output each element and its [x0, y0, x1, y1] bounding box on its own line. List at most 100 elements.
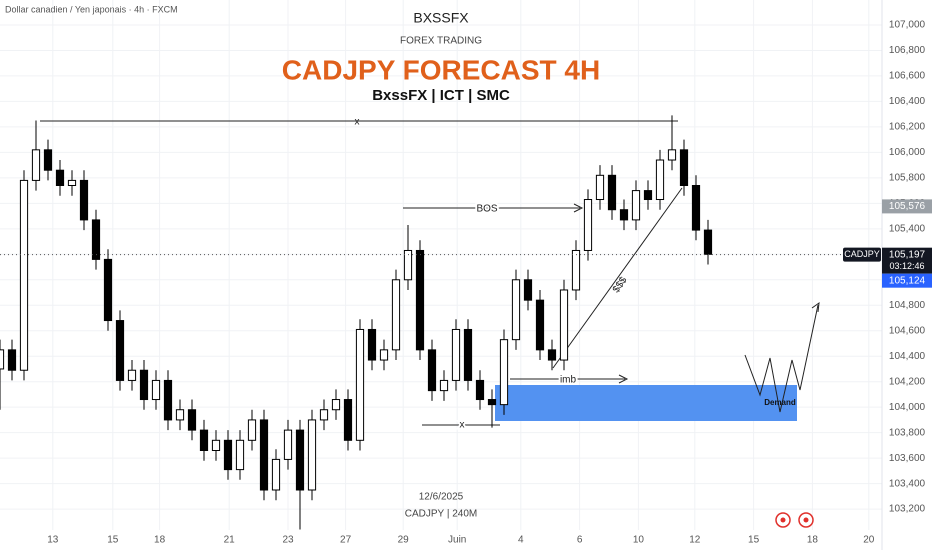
candle-body — [55, 169, 65, 186]
candle-body — [67, 179, 77, 186]
candle-body — [43, 149, 53, 171]
candle-body — [295, 429, 305, 491]
candle-body — [487, 399, 497, 406]
candle-body — [439, 379, 449, 392]
annotation: x — [355, 117, 360, 128]
x-tick-label: 12 — [689, 535, 701, 546]
x-tick-label: Juin — [448, 535, 466, 546]
x-tick-label: 29 — [398, 535, 410, 546]
candle-body — [307, 419, 317, 491]
y-tick-label: 104,400 — [889, 351, 926, 362]
projection-path — [744, 304, 819, 413]
candle-body — [355, 328, 365, 441]
candle-body — [79, 179, 89, 221]
annotation: x — [460, 420, 465, 431]
candle-body — [451, 328, 461, 381]
candle-body — [583, 199, 593, 251]
candle-body — [127, 369, 137, 381]
annotation: BOS — [476, 204, 497, 215]
y-tick-label: 105,400 — [889, 223, 926, 234]
y-tick-label: 106,400 — [889, 96, 926, 107]
candle-body — [163, 379, 173, 421]
candle-body — [331, 399, 341, 411]
candle-body — [115, 320, 125, 381]
candle-body — [547, 349, 557, 361]
candle-body — [343, 399, 353, 441]
candle-body — [0, 349, 5, 370]
candles — [0, 115, 713, 530]
candle-body — [655, 159, 665, 201]
y-tick-label: 106,000 — [889, 147, 926, 158]
x-tick-label: 4 — [518, 535, 524, 546]
x-tick-label: 20 — [863, 535, 875, 546]
candle-body — [139, 369, 149, 401]
x-tick-label: 18 — [154, 535, 166, 546]
price-badge: 105,197 — [889, 249, 926, 260]
target-icons — [775, 512, 814, 528]
y-tick-label: 104,600 — [889, 325, 926, 336]
symbol-badge-bg — [843, 247, 881, 262]
candle-body — [619, 209, 629, 221]
candle-body — [595, 174, 605, 201]
y-tick-label: 105,800 — [889, 172, 926, 183]
price-badge-bg — [882, 247, 932, 274]
candle-body — [379, 349, 389, 361]
symbol-badge: CADJPY — [844, 249, 880, 259]
candle-body — [691, 185, 701, 231]
candle-body — [499, 339, 509, 406]
candle-body — [199, 429, 209, 452]
x-tick-label: 27 — [340, 535, 352, 546]
chart-title: CADJPY FORECAST 4H — [282, 54, 600, 85]
candle-body — [283, 429, 293, 460]
candle-body — [571, 249, 581, 291]
y-tick-label: 106,800 — [889, 45, 926, 56]
candle-body — [91, 219, 101, 260]
candle-body — [535, 299, 545, 351]
arrow-head — [618, 374, 629, 384]
y-tick-label: 106,200 — [889, 122, 926, 133]
x-tick-label: 13 — [47, 535, 59, 546]
watermark-date: 12/6/2025 — [419, 492, 464, 503]
candle-body — [463, 328, 473, 381]
drawings — [40, 120, 820, 426]
candle-body — [235, 439, 245, 471]
symbol-description: Dollar canadien / Yen japonais · 4h · FX… — [5, 4, 178, 14]
candle-body — [151, 379, 161, 401]
candle-body — [559, 289, 569, 361]
candle-body — [259, 419, 269, 491]
x-tick-label: 15 — [748, 535, 760, 546]
candle-body — [211, 439, 221, 451]
price-badge: 105,124 — [889, 275, 926, 286]
watermark-symbol: CADJPY | 240M — [405, 509, 477, 520]
candle-body — [31, 149, 41, 181]
candle-body — [607, 174, 617, 211]
x-tick-label: 21 — [224, 535, 236, 546]
candle-body — [475, 379, 485, 401]
price-badge: 105,576 — [889, 201, 926, 212]
header: BXSSFX — [413, 10, 469, 26]
candle-body — [7, 349, 17, 371]
candle-body — [271, 458, 281, 491]
annotation: Demand — [764, 398, 796, 407]
x-tick-label: 15 — [107, 535, 119, 546]
trend-line — [552, 187, 683, 369]
y-tick-label: 104,000 — [889, 402, 926, 413]
candle-body — [175, 409, 185, 421]
candle-body — [703, 229, 713, 255]
candle-body — [511, 279, 521, 341]
candle-body — [19, 179, 29, 371]
y-tick-label: 103,800 — [889, 427, 926, 438]
price-badge-bg — [882, 273, 932, 288]
candle-body — [247, 419, 257, 441]
x-tick-label: 10 — [633, 535, 645, 546]
annotation: imb — [560, 375, 577, 386]
y-tick-label: 107,000 — [889, 20, 926, 31]
arrow-head — [811, 301, 820, 313]
candle-body — [223, 439, 233, 471]
x-tick-label: 23 — [282, 535, 294, 546]
candle-body — [667, 149, 677, 161]
y-tick-label: 103,600 — [889, 453, 926, 464]
x-tick-label: 6 — [577, 535, 583, 546]
candle-body — [367, 328, 377, 361]
